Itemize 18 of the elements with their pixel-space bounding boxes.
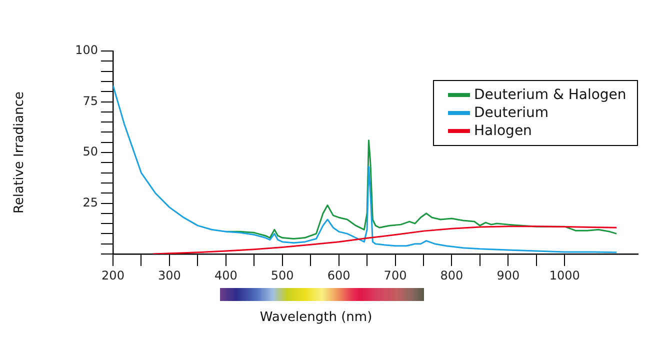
y-axis-title: Relative Irradiance [12,91,28,214]
x-tick-label: 800 [440,268,464,282]
x-tick-label: 900 [496,268,520,282]
y-tick-label: 50 [82,144,98,159]
y-tick-label: 100 [75,43,98,58]
x-tick-label: 600 [327,268,350,282]
legend-label: Deuterium [474,105,549,121]
x-tick-label: 700 [384,268,407,282]
legend-label: Deuterium & Halogen [474,87,626,103]
y-tick-label: 25 [82,195,98,210]
x-tick-label: 400 [214,268,238,282]
x-tick-label: 1000 [549,268,580,282]
y-tick-label: 75 [82,94,98,108]
x-tick-label: 300 [158,268,181,282]
x-axis-title: Wavelength (nm) [258,310,374,325]
x-tick-label: 500 [270,268,294,282]
legend-label: Halogen [474,123,532,139]
x-tick-label: 200 [102,268,124,282]
